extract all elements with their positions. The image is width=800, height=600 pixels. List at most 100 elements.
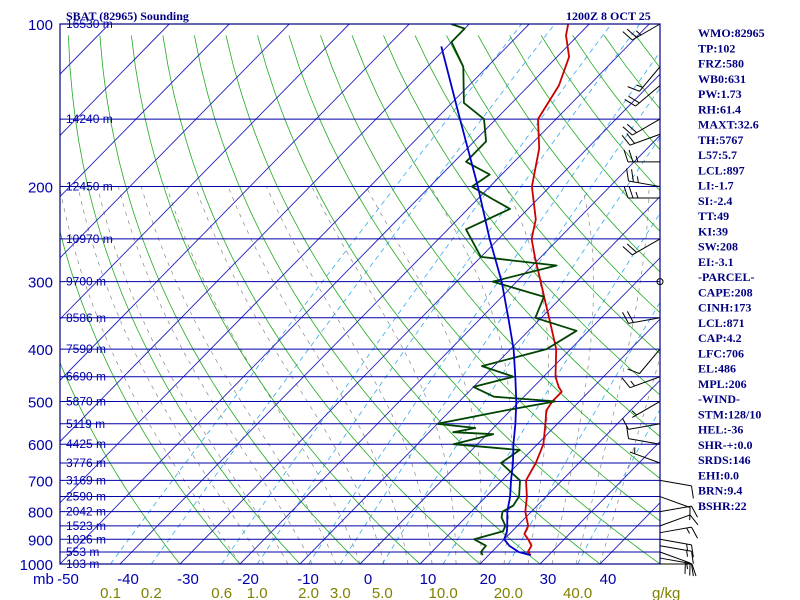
pressure-label: 100	[28, 17, 53, 34]
isotherm-line	[60, 24, 290, 259]
index-value: RH:61.4	[698, 102, 741, 116]
mixing-ratio-labels: 0.1 0.2 0.6 1.0 2.0 3.0 5.0 10.0 20.0 40.0	[100, 585, 592, 600]
wind-barb	[659, 514, 699, 527]
dry-adiabat	[414, 35, 660, 355]
pressure-label: 600	[28, 437, 53, 454]
wind-barb	[626, 168, 661, 188]
dry-adiabat	[477, 35, 660, 273]
moist-adiabat	[77, 186, 265, 564]
height-label: 16530 m	[66, 17, 113, 31]
temperature-tick-label: 30	[540, 571, 557, 588]
wind-barbs	[621, 23, 699, 577]
index-value: MAXT:32.6	[698, 118, 759, 132]
wind-barb	[659, 496, 691, 521]
temperature-tick-label: -50	[57, 571, 79, 588]
index-value: EI:-3.1	[698, 255, 734, 269]
isotherm-line	[60, 24, 530, 504]
pressure-label: 1000	[20, 557, 53, 574]
isotherm-line	[539, 440, 660, 564]
mixing-ratio-label: 3.0	[330, 585, 351, 600]
mixing-ratio-line	[110, 24, 522, 564]
wind-barb	[623, 185, 660, 199]
index-value: PW:1.73	[698, 87, 742, 101]
index-value: FRZ:580	[698, 57, 744, 71]
dry-adiabat	[446, 35, 660, 314]
mixing-ratio-line	[507, 301, 660, 564]
pressure-label: 200	[28, 180, 53, 197]
mixing-ratio-label: 0.2	[141, 585, 162, 600]
wind-barb	[627, 66, 661, 92]
height-label: 3169 m	[66, 473, 106, 487]
temperature-tick-label: 0	[364, 571, 372, 588]
mixing-ratio-label: 0.6	[211, 585, 232, 600]
dry-adiabat	[572, 35, 660, 151]
index-value: BRN:9.4	[698, 484, 742, 498]
isotherm-line	[60, 24, 170, 137]
moist-adiabat	[266, 186, 433, 564]
wind-barb	[627, 348, 661, 375]
pressure-labels: 100 200 300 400 500 600 700 800 900 1000	[20, 17, 53, 574]
plot-frame	[59, 23, 661, 565]
moist-adiabat	[195, 186, 385, 564]
height-label: 1026 m	[66, 532, 106, 546]
isotherm-line	[299, 196, 660, 564]
temperature-tick-label: 40	[600, 571, 617, 588]
moist-adiabat	[311, 186, 457, 564]
index-value: SHR-+:0.0	[698, 438, 753, 452]
index-value: -PARCEL-	[698, 270, 754, 284]
isobars	[60, 24, 660, 564]
index-value: LFC:706	[698, 346, 744, 360]
height-label: 6690 m	[66, 370, 106, 384]
dry-adiabat	[320, 35, 660, 479]
y-axis-unit: mb	[33, 571, 54, 588]
moist-adiabat	[60, 186, 241, 564]
height-label: 1523 m	[66, 519, 106, 533]
wind-barb	[622, 118, 661, 136]
pressure-label: 700	[28, 473, 53, 490]
wind-barb	[659, 538, 694, 558]
wind-barb	[659, 551, 691, 576]
wind-barb	[622, 238, 661, 256]
mixing-ratio-line	[150, 24, 556, 564]
height-label: 9700 m	[66, 275, 106, 289]
index-value: CAPE:208	[698, 285, 753, 299]
index-value: L57:5.7	[698, 148, 737, 162]
dry-adiabat	[288, 35, 660, 522]
isotherm-line	[119, 24, 650, 564]
dry-adiabat	[131, 35, 421, 564]
index-value: MPL:206	[698, 377, 747, 391]
mixing-ratio-label: 5.0	[372, 585, 393, 600]
temperature-tick-label: -20	[237, 571, 259, 588]
index-value: LCL:871	[698, 316, 745, 330]
dry-adiabat	[68, 35, 301, 564]
moist-adiabat	[166, 186, 361, 564]
wind-barb	[656, 278, 664, 286]
mixing-ratio-label: 40.0	[563, 585, 592, 600]
height-label: 103 m	[66, 557, 99, 571]
dry-adiabat	[351, 35, 660, 437]
mixing-ratio-label: 10.0	[429, 585, 458, 600]
wind-barb	[659, 545, 694, 564]
temperature-tick-label: -40	[117, 571, 139, 588]
isotherm-line	[60, 24, 470, 443]
index-value: SI:-2.4	[698, 194, 732, 208]
mixing-ratio-label: 1.0	[247, 585, 268, 600]
index-value: BSHR:22	[698, 499, 747, 513]
wind-barb	[622, 417, 661, 430]
pressure-label: 900	[28, 532, 53, 549]
moist-adiabat	[227, 186, 409, 564]
temperature-line	[523, 24, 570, 556]
index-value: EHI:0.0	[698, 468, 739, 482]
dry-adiabat	[225, 35, 601, 564]
height-labels: 16530 m 14240 m 12450 m 10970 m 9700 m 8586 m…	[66, 17, 113, 571]
wind-barb	[621, 376, 661, 389]
isotherm-line	[60, 24, 410, 381]
parcel-line	[440, 46, 531, 557]
moist-adiabat	[575, 186, 650, 564]
height-label: 2042 m	[66, 505, 106, 519]
index-value: TP:102	[698, 41, 735, 55]
index-value: LCL:897	[698, 163, 745, 177]
wind-barb	[629, 447, 661, 464]
